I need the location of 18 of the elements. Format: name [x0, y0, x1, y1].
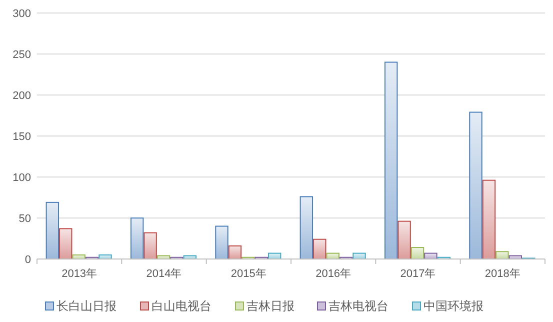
x-tick-label: 2016年 — [316, 268, 352, 280]
legend-label: 长白山日报 — [56, 299, 116, 314]
y-tick-label: 300 — [12, 8, 31, 20]
legend-label: 中国环境报 — [424, 299, 484, 314]
legend-label: 吉林日报 — [246, 299, 294, 314]
legend-label: 吉林电视台 — [328, 299, 388, 314]
x-tick-label: 2018年 — [484, 268, 520, 280]
y-tick-label: 250 — [12, 48, 31, 61]
y-tick-label: 0 — [24, 254, 31, 266]
x-tick-label: 2017年 — [400, 268, 436, 280]
x-tick-label: 2013年 — [62, 268, 98, 280]
legend-label: 白山电视台 — [152, 299, 212, 314]
x-tick-label: 2014年 — [146, 268, 182, 280]
y-tick-label: 150 — [12, 130, 31, 143]
y-tick-label: 50 — [18, 212, 31, 225]
y-tick-label: 100 — [12, 172, 31, 184]
y-tick-label: 200 — [12, 90, 31, 102]
x-tick-label: 2015年 — [230, 268, 266, 280]
